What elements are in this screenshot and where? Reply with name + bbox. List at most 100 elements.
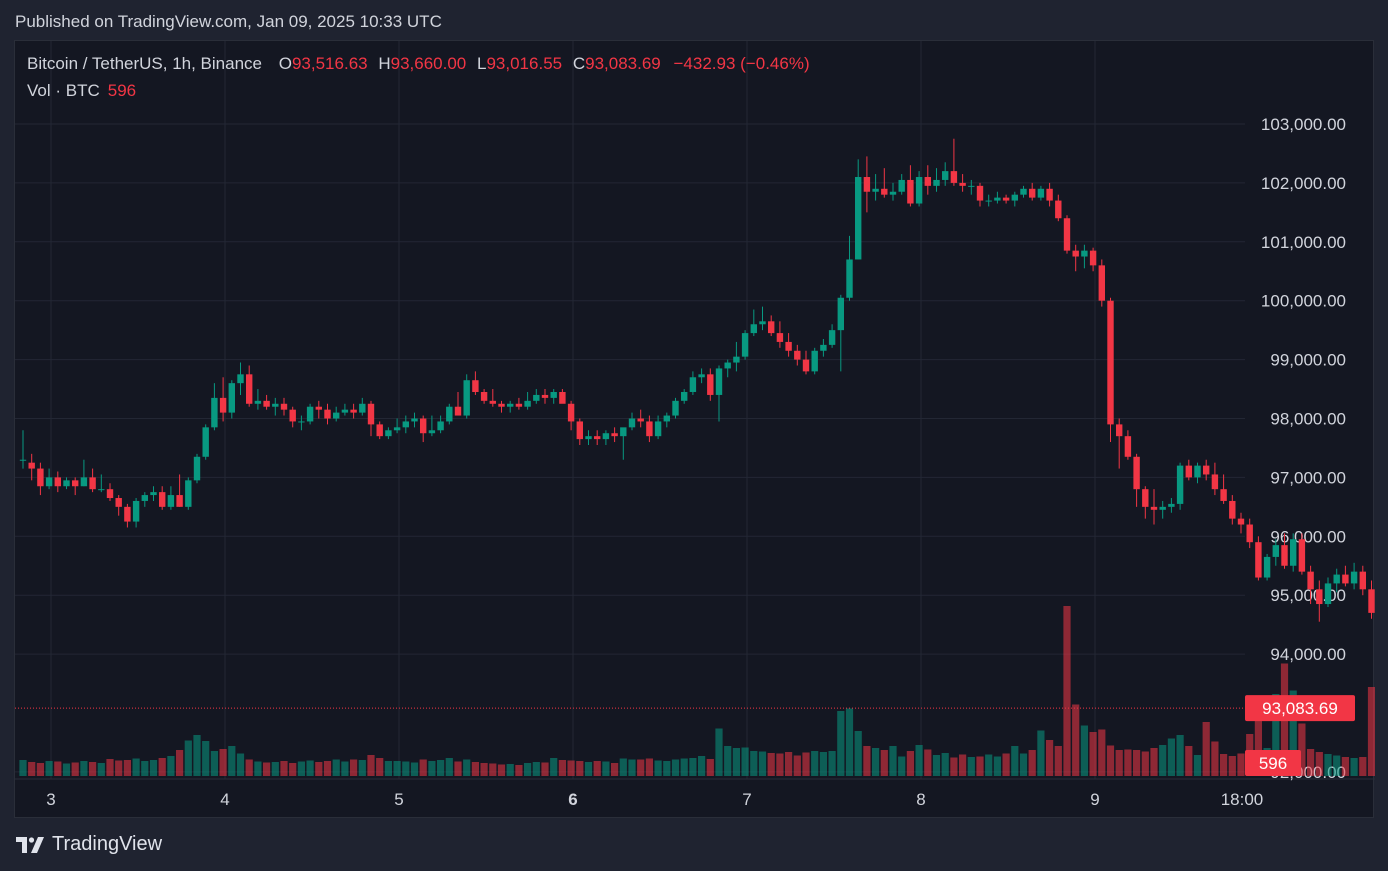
volume-bar: [1254, 717, 1262, 776]
volume-bar: [54, 761, 62, 776]
candle-body: [576, 421, 583, 440]
candle-body: [863, 177, 871, 192]
volume-bar: [1298, 723, 1306, 776]
volume-bar: [19, 760, 27, 776]
candle-body: [915, 177, 923, 204]
candle-body: [837, 297, 844, 331]
ohlc-legend: Bitcoin / TetherUS, 1h, Binance O93,516.…: [27, 54, 810, 74]
volume-bar: [28, 762, 36, 776]
volume-bar: [123, 760, 131, 776]
candle-body: [1307, 571, 1314, 590]
candle-body: [1281, 545, 1288, 566]
candle-body: [219, 397, 227, 413]
volume-bar: [767, 753, 775, 776]
candle-body: [1333, 574, 1340, 584]
candle-body: [1029, 188, 1036, 198]
candle-body: [89, 477, 96, 490]
candle-body: [1150, 506, 1158, 510]
candle-body: [1107, 300, 1114, 425]
candle-body: [420, 418, 427, 434]
volume-bar: [245, 759, 253, 776]
candle-body: [1255, 542, 1262, 578]
candle-body: [1072, 250, 1079, 257]
volume-bar: [1019, 753, 1028, 776]
volume-bar: [645, 758, 653, 776]
volume-bar: [1202, 722, 1210, 776]
y-tick-label: 100,000.00: [1261, 292, 1346, 311]
candle-body: [672, 400, 679, 416]
volume-bar: [993, 756, 1001, 776]
candle-body: [855, 177, 862, 260]
candle-body: [1063, 218, 1071, 251]
volume-bar: [1220, 754, 1228, 776]
volume-bar: [1150, 748, 1158, 776]
candle-body: [141, 495, 148, 501]
last-price-label: 93,083.69: [1262, 699, 1338, 718]
candle-body: [1359, 571, 1366, 590]
y-tick-label: 101,000.00: [1261, 233, 1346, 252]
volume-bar: [715, 728, 723, 776]
candle-body: [1020, 188, 1027, 195]
candle-body: [411, 418, 418, 422]
volume-bar: [254, 761, 262, 776]
candle-body: [1116, 424, 1123, 437]
candle-body: [463, 380, 470, 416]
x-tick-label: 4: [220, 790, 229, 809]
volume-bar: [950, 757, 958, 776]
candle-body: [428, 430, 436, 434]
candle-body: [132, 500, 140, 522]
volume-bar: [776, 753, 784, 776]
candle-body: [976, 185, 984, 201]
volume-bar: [959, 754, 967, 776]
volume-bar: [1089, 732, 1097, 776]
volume-bar: [915, 745, 923, 776]
candle-body: [724, 362, 731, 369]
candle-body: [968, 185, 975, 187]
volume-bar: [1141, 751, 1149, 776]
last-volume-tag: [1245, 750, 1301, 776]
volume-bar: [1307, 749, 1315, 776]
volume-bar: [289, 763, 297, 776]
volume-bar: [1237, 753, 1245, 776]
volume-bar: [1115, 750, 1123, 776]
volume-bar: [236, 753, 245, 776]
volume-bar: [1037, 730, 1045, 776]
volume-bar: [202, 741, 210, 776]
last-price-tag: [1245, 695, 1355, 722]
volume-bar: [706, 759, 714, 776]
volume-bar: [550, 758, 558, 776]
volume-bar: [906, 751, 914, 776]
volume-bar: [480, 763, 488, 776]
volume-bar: [132, 758, 140, 776]
y-tick-label: 98,000.00: [1270, 410, 1346, 429]
candle-body: [1081, 250, 1088, 257]
volume-bar: [889, 746, 897, 776]
candle-body: [367, 403, 375, 425]
candle-body: [1011, 194, 1018, 201]
candlestick-chart[interactable]: 3 4 5 6 7 8 9 18:00 103,000.00 102,000.00 101,000.…: [15, 41, 1375, 819]
volume-bar: [532, 762, 540, 776]
chart-panel[interactable]: 3 4 5 6 7 8 9 18:00 103,000.00 102,000.00 101,000.…: [14, 40, 1375, 819]
symbol-label[interactable]: Bitcoin / TetherUS, 1h, Binance: [27, 54, 262, 73]
tradingview-logo[interactable]: TradingView: [16, 833, 162, 856]
candle-body: [681, 391, 688, 401]
volume-bar: [1011, 746, 1019, 776]
volume-bar: [593, 761, 601, 776]
volume-bar: [1063, 606, 1071, 776]
volume-bar: [637, 759, 645, 776]
volume-bar: [628, 759, 636, 776]
candle-body: [1324, 583, 1332, 605]
x-tick-label: 3: [46, 790, 55, 809]
volume-bar: [1289, 690, 1297, 776]
candle-body: [280, 403, 288, 410]
volume-label[interactable]: Vol · BTC: [27, 81, 100, 100]
candle-body: [1350, 571, 1358, 584]
volume-bar: [332, 759, 340, 776]
volume-bar: [149, 760, 158, 776]
volume-bar: [1167, 738, 1175, 776]
volume-bar: [741, 747, 749, 776]
volume-bar: [350, 759, 358, 776]
volume-bar: [724, 746, 732, 776]
volume-bar: [62, 763, 71, 776]
candle-body: [159, 492, 166, 507]
